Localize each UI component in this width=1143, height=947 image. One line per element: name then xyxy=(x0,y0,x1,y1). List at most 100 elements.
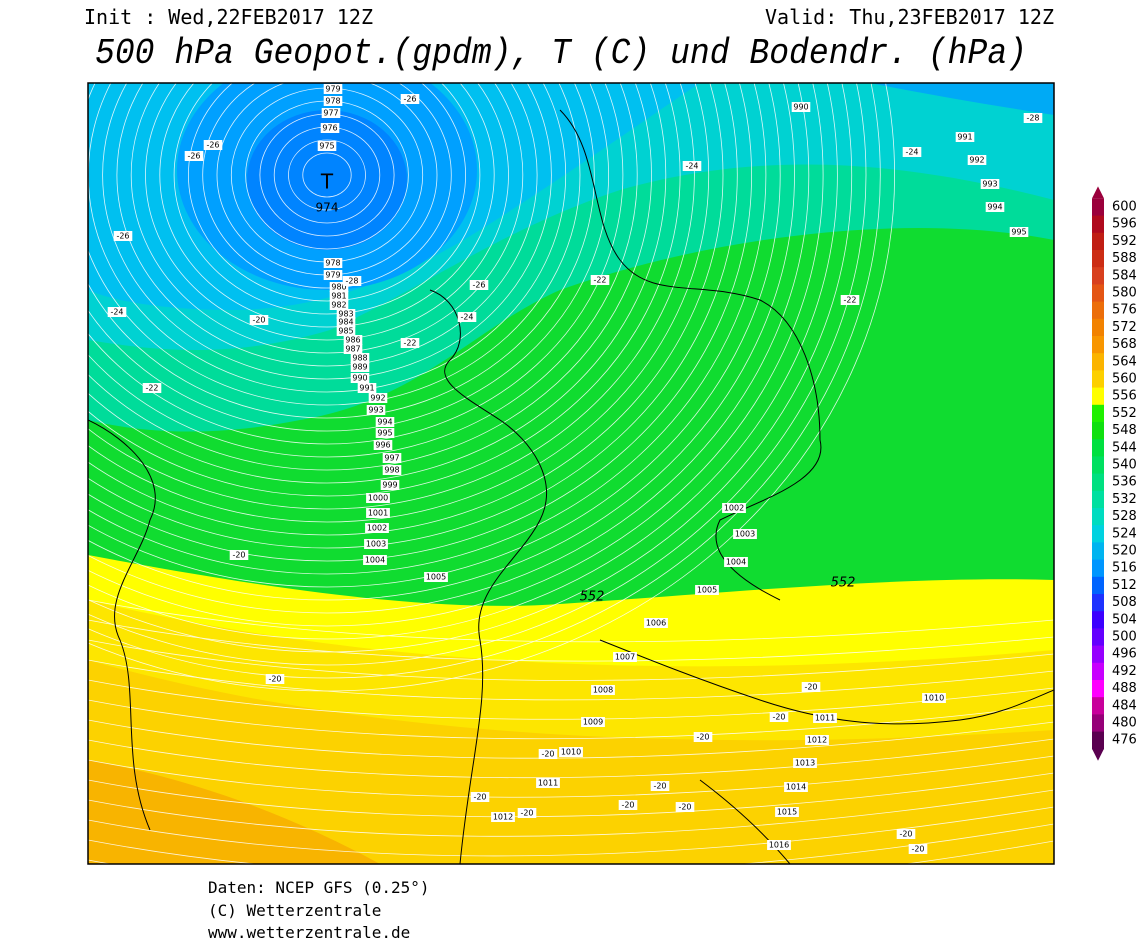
isoline xyxy=(88,639,1054,681)
label-box xyxy=(142,383,162,393)
label-box xyxy=(366,405,386,415)
legend-label: 516 xyxy=(1112,561,1137,576)
copyright: (C) Wetterzentrale xyxy=(208,901,381,920)
isobar-label: 989 xyxy=(352,363,367,372)
label-box xyxy=(400,338,420,348)
central-pressure: 974 xyxy=(316,201,339,215)
legend-label: 492 xyxy=(1112,664,1137,679)
isobar-label: 994 xyxy=(377,418,392,427)
label-box xyxy=(363,555,387,565)
isoline xyxy=(88,83,695,510)
legend-swatch xyxy=(1092,628,1104,647)
isobar-label: 986 xyxy=(345,336,360,345)
label-box xyxy=(517,808,537,818)
label-box xyxy=(350,373,370,383)
label-box xyxy=(357,383,377,393)
temperature-label: -26 xyxy=(116,232,129,241)
isobar-label: 1009 xyxy=(583,718,603,727)
legend-label: 480 xyxy=(1112,716,1137,731)
label-box xyxy=(724,557,748,567)
isobar-label: 984 xyxy=(338,318,353,327)
isobar-label: 1012 xyxy=(493,813,513,822)
label-box xyxy=(491,812,515,822)
website: www.wetterzentrale.de xyxy=(208,923,410,942)
label-box xyxy=(184,151,204,161)
isobar-label: 978 xyxy=(325,259,340,268)
legend-swatch xyxy=(1092,370,1104,389)
label-box xyxy=(1023,113,1043,123)
legend-label: 520 xyxy=(1112,544,1137,559)
label-box xyxy=(840,295,860,305)
isoline xyxy=(88,719,1054,759)
label-box xyxy=(536,778,560,788)
label-box xyxy=(682,161,702,171)
temperature-label: -20 xyxy=(520,809,533,818)
isoline xyxy=(88,619,1054,662)
isobar-label: 978 xyxy=(325,97,340,106)
isoline xyxy=(88,83,838,640)
legend-swatch xyxy=(1092,662,1104,681)
legend-swatch xyxy=(1092,473,1104,492)
isobar-label: 1006 xyxy=(646,619,666,628)
isobar-label: 979 xyxy=(325,85,340,94)
temperature-label: -22 xyxy=(403,339,416,348)
isoline xyxy=(88,772,1054,818)
isoline xyxy=(88,83,638,458)
legend-label: 584 xyxy=(1112,268,1137,283)
legend-label: 544 xyxy=(1112,440,1137,455)
isoline xyxy=(88,738,1054,779)
isobar-label: 1015 xyxy=(777,808,797,817)
isobar-label: 987 xyxy=(345,345,360,354)
isoline xyxy=(145,83,509,341)
legend-swatch xyxy=(1092,232,1104,251)
temperature-label: -20 xyxy=(772,713,785,722)
label-box xyxy=(644,618,668,628)
legend-swatch xyxy=(1092,731,1104,750)
isoline xyxy=(88,83,652,471)
label-box xyxy=(793,758,817,768)
label-box xyxy=(329,300,349,310)
isobar-label: 1010 xyxy=(561,748,581,757)
isoline xyxy=(88,83,781,588)
label-box xyxy=(323,270,343,280)
label-box xyxy=(469,280,489,290)
legend-label: 556 xyxy=(1112,389,1137,404)
isoline xyxy=(88,679,1054,720)
legend-label: 548 xyxy=(1112,423,1137,438)
legend-swatch xyxy=(1092,387,1104,406)
isoline xyxy=(88,83,681,497)
temperature-label: -20 xyxy=(621,801,634,810)
isobar-label: 1000 xyxy=(368,494,388,503)
isobar-label: 992 xyxy=(969,156,984,165)
temperature-label: -24 xyxy=(460,313,473,322)
label-box xyxy=(382,453,402,463)
isoline xyxy=(88,806,1054,857)
init-time: Init : Wed,22FEB2017 12Z xyxy=(84,5,373,29)
label-box xyxy=(805,735,829,745)
isoline xyxy=(88,83,867,666)
legend-label: 600 xyxy=(1112,200,1137,215)
label-box xyxy=(955,132,975,142)
legend-label: 572 xyxy=(1112,320,1137,335)
map-labels: 9799789779769759749789799809819829839849… xyxy=(107,84,1043,854)
legend-label: 504 xyxy=(1112,612,1137,627)
isobar-label: 1004 xyxy=(726,558,746,567)
label-box xyxy=(265,674,285,684)
isobar-label: 1002 xyxy=(724,504,744,513)
isobar-label: 999 xyxy=(382,481,397,490)
label-box xyxy=(382,465,402,475)
temperature-label: -24 xyxy=(110,308,123,317)
isobar-label: 1016 xyxy=(769,841,789,850)
temperature-label: -28 xyxy=(345,277,358,286)
isobar-label: 985 xyxy=(338,327,353,336)
isobar-label: 1010 xyxy=(924,694,944,703)
isoline xyxy=(88,83,881,679)
label-box xyxy=(375,428,395,438)
legend-swatch xyxy=(1092,404,1104,423)
label-box xyxy=(775,807,799,817)
label-box xyxy=(229,550,249,560)
label-box xyxy=(722,503,746,513)
label-box xyxy=(336,309,356,319)
isoline xyxy=(88,83,767,575)
label-box xyxy=(329,291,349,301)
